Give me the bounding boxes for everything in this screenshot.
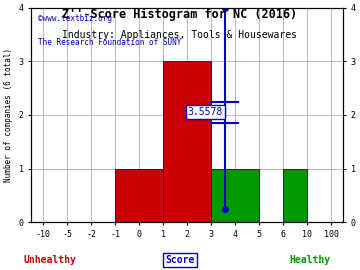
Bar (283, 168, 307, 222)
Text: The Research Foundation of SUNY: The Research Foundation of SUNY (37, 38, 181, 47)
Text: Healthy: Healthy (289, 255, 330, 265)
Text: Unhealthy: Unhealthy (24, 255, 77, 265)
Bar (163, 61, 211, 222)
Y-axis label: Number of companies (6 total): Number of companies (6 total) (4, 48, 13, 182)
Text: ©www.textbiz.org: ©www.textbiz.org (37, 14, 112, 23)
Text: Score: Score (165, 255, 195, 265)
Text: 3.5578: 3.5578 (188, 107, 223, 117)
Text: Industry: Appliances, Tools & Housewares: Industry: Appliances, Tools & Housewares (63, 30, 297, 40)
Text: Z''-Score Histogram for NC (2016): Z''-Score Histogram for NC (2016) (62, 8, 298, 21)
Bar (115, 168, 163, 222)
Bar (211, 168, 259, 222)
